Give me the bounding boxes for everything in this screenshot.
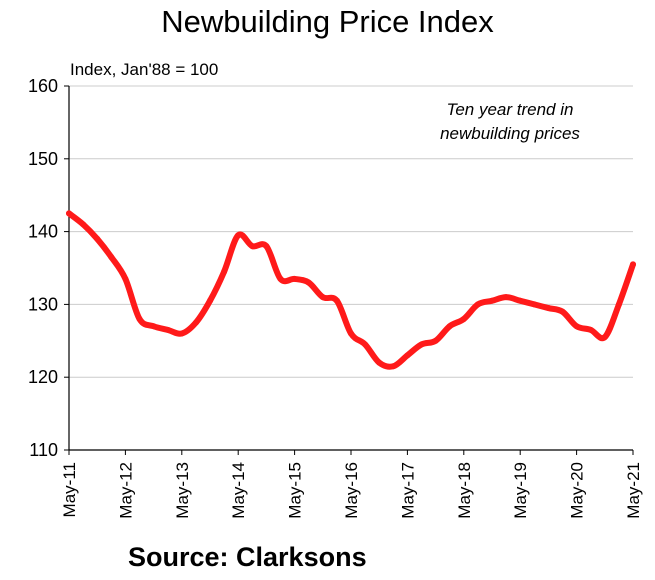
data-point	[235, 232, 242, 239]
data-point	[587, 326, 594, 333]
data-point	[164, 326, 171, 333]
data-point	[503, 294, 510, 301]
data-point	[122, 275, 129, 282]
x-tick-label: May-15	[286, 462, 305, 519]
data-point	[630, 261, 636, 268]
series-line	[66, 210, 636, 370]
data-point	[150, 323, 157, 330]
data-point	[446, 323, 453, 330]
x-tick-label: May-14	[229, 462, 248, 519]
data-point	[333, 297, 340, 304]
data-point	[305, 279, 312, 286]
data-point	[573, 323, 580, 330]
data-point	[249, 243, 256, 250]
data-point	[432, 337, 439, 344]
data-point	[291, 275, 298, 282]
x-tick-label: May-12	[116, 462, 135, 519]
annotation-line-2: newbuilding prices	[440, 124, 580, 143]
data-point	[348, 330, 354, 337]
data-point	[263, 243, 270, 250]
data-point	[178, 330, 185, 337]
data-point	[319, 294, 326, 301]
x-tick-label: May-21	[624, 462, 643, 519]
data-point	[531, 301, 538, 308]
data-point	[207, 297, 213, 304]
data-point	[80, 221, 87, 228]
data-point	[108, 254, 115, 261]
x-tick-label: May-16	[342, 462, 361, 519]
data-point	[601, 334, 608, 341]
x-tick-label: May-19	[511, 462, 530, 519]
data-point	[66, 210, 72, 217]
data-point	[615, 301, 622, 308]
data-point	[418, 341, 425, 348]
data-point	[559, 308, 566, 315]
source-label: Source: Clarksons	[128, 542, 367, 572]
data-point	[362, 341, 369, 348]
x-tick-label: May-20	[568, 462, 587, 519]
annotation-line-1: Ten year trend in	[446, 100, 574, 119]
data-point	[390, 363, 397, 370]
data-point	[221, 268, 228, 275]
y-tick-label: 110	[29, 440, 58, 460]
y-tick-label: 140	[28, 222, 58, 242]
data-point	[474, 301, 481, 308]
data-point	[192, 319, 199, 326]
x-tick-label: May-11	[60, 462, 79, 517]
data-point	[545, 305, 552, 312]
data-point	[277, 275, 284, 282]
data-point	[94, 235, 101, 242]
data-point	[489, 297, 495, 304]
x-tick-label: May-17	[398, 462, 417, 519]
y-axis-unit-label: Index, Jan'88 = 100	[70, 60, 219, 79]
data-point	[404, 352, 411, 359]
y-tick-label: 120	[28, 367, 58, 387]
y-tick-label: 130	[28, 294, 58, 314]
data-point	[460, 315, 467, 322]
series-layer	[66, 210, 636, 370]
chart-annotation: Ten year trend in newbuilding prices	[395, 98, 625, 146]
y-tick-label: 150	[28, 149, 58, 169]
data-point	[136, 315, 143, 322]
chart-title: Newbuilding Price Index	[161, 4, 494, 39]
x-tick-label: May-13	[173, 462, 192, 519]
y-tick-label: 160	[28, 76, 58, 96]
data-point	[376, 359, 383, 366]
axis-layer: 110 120 130 140 150 160 May-11 May-12 May-13 May-…	[28, 76, 643, 519]
data-point	[517, 297, 524, 304]
x-tick-label: May-18	[455, 462, 474, 519]
